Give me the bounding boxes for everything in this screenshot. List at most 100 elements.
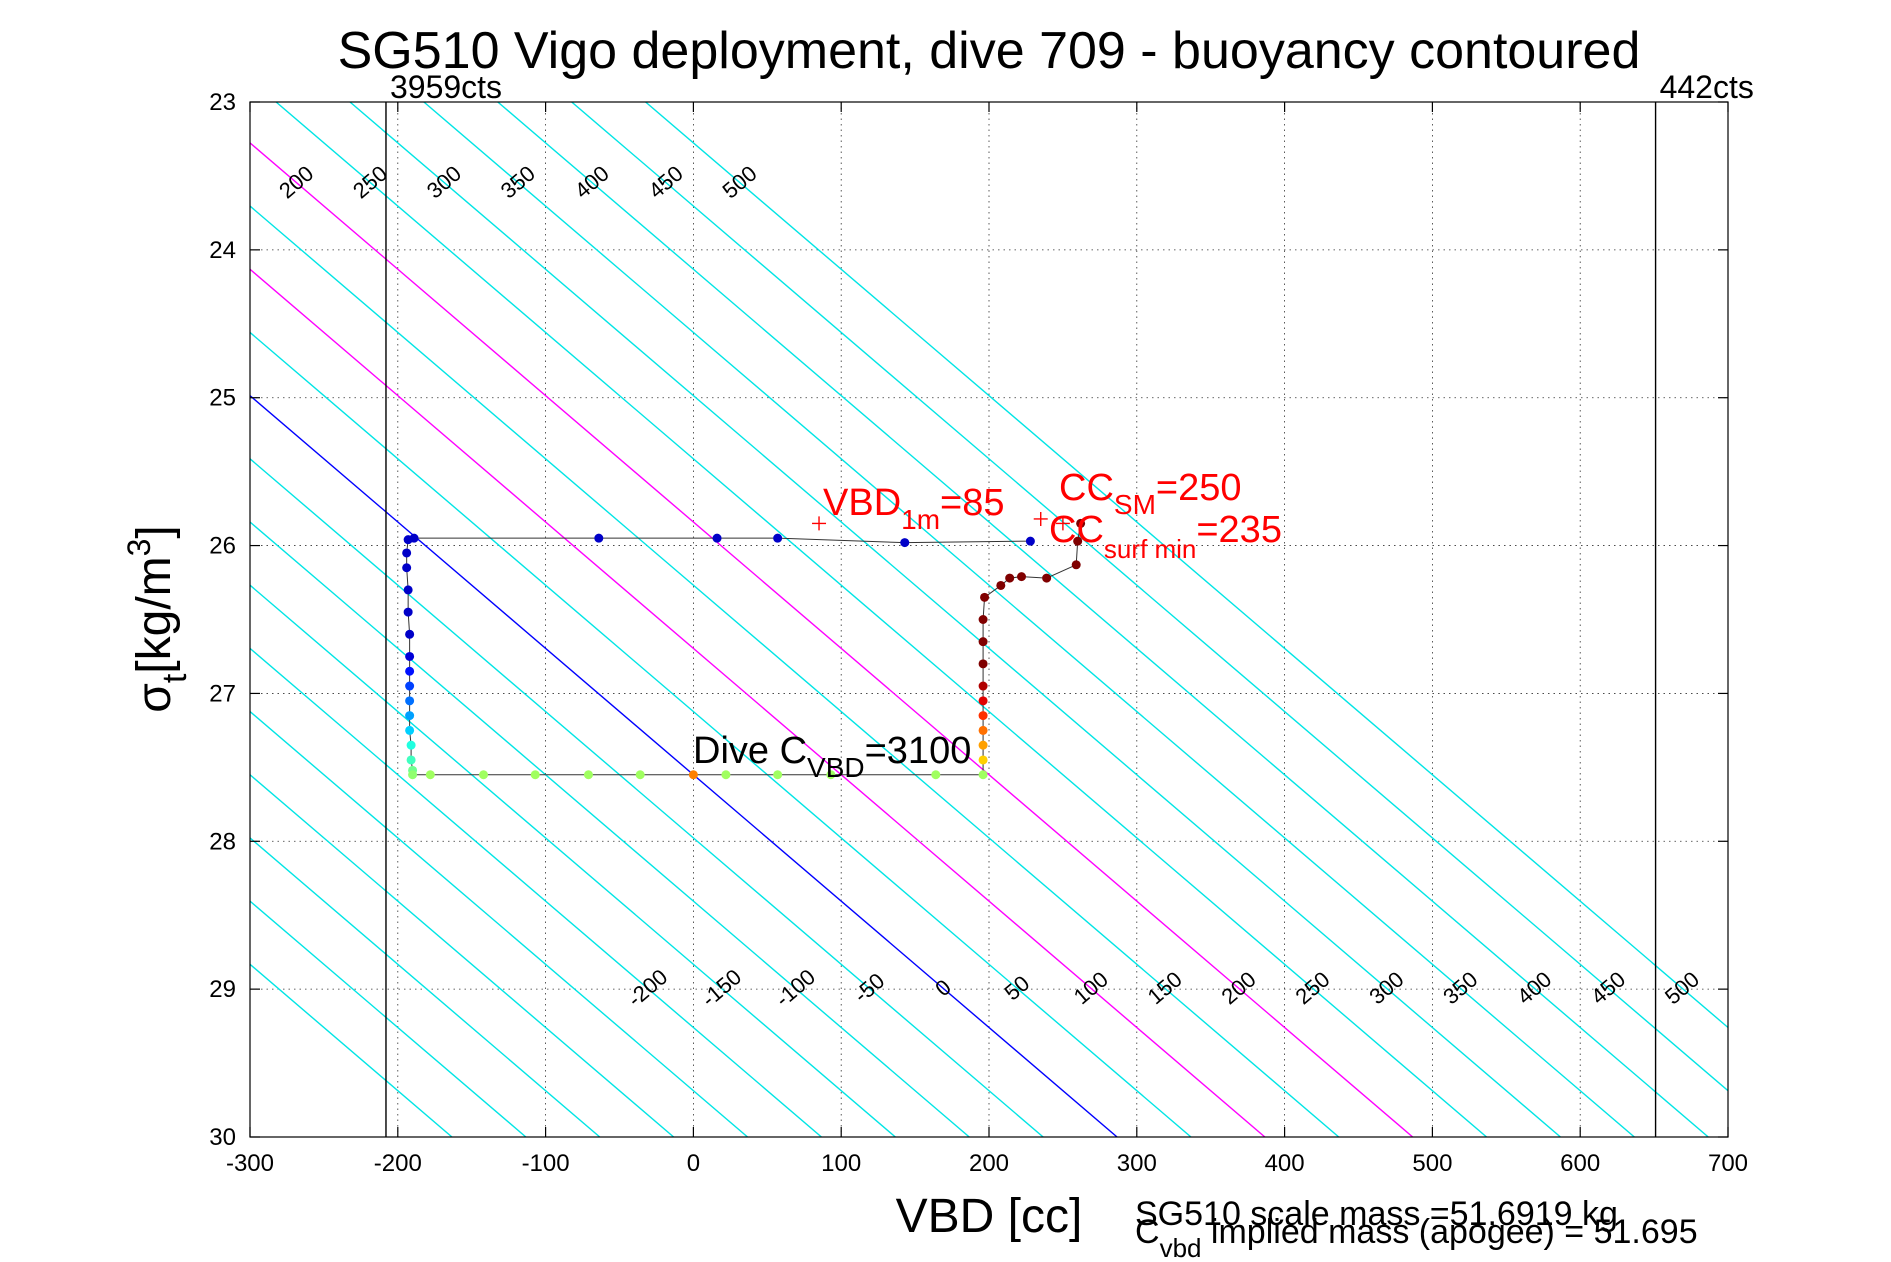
- x-tick-label: 300: [1117, 1150, 1157, 1177]
- x-tick-label: -100: [522, 1150, 570, 1177]
- y-axis-label: σt[kg/m3]: [121, 525, 194, 713]
- annotation-marker: [1033, 511, 1048, 526]
- track-point: [403, 607, 413, 617]
- contour-line: [250, 141, 1414, 1137]
- contour-line: [250, 647, 822, 1137]
- contour-line: [571, 102, 1728, 1092]
- track-point: [405, 711, 415, 721]
- contour-label: 400: [1512, 966, 1556, 1009]
- vbd-limit-label: 442cts: [1660, 69, 1754, 105]
- track-point: [583, 770, 593, 780]
- contour-label: 200: [1217, 966, 1261, 1009]
- contour-label: -100: [770, 964, 820, 1012]
- contour-line: [250, 710, 749, 1137]
- contour-label: 500: [718, 161, 762, 204]
- contour-label: 100: [1069, 966, 1113, 1009]
- track-point: [406, 740, 416, 750]
- contour-label: 500: [1660, 966, 1704, 1009]
- contour-label: 400: [570, 161, 614, 204]
- contour-label: 350: [496, 161, 540, 204]
- x-axis-label: VBD [cc]: [896, 1190, 1083, 1243]
- cvbd-implied-mass-text: Cvbd implied mass (apogee) = 51.695: [1135, 1213, 1698, 1262]
- contour-line: [250, 331, 1192, 1137]
- contour-label: -150: [696, 964, 746, 1012]
- x-tick-label: -300: [226, 1150, 274, 1177]
- track-point: [773, 533, 783, 543]
- contour-line: [497, 102, 1709, 1137]
- track-point: [688, 770, 698, 780]
- contour-label: 200: [274, 161, 318, 204]
- x-tick-label: 500: [1412, 1150, 1452, 1177]
- contour-line: [250, 205, 1340, 1137]
- track-point: [1076, 518, 1086, 528]
- track-point: [826, 770, 836, 780]
- x-tick-label: 400: [1265, 1150, 1305, 1177]
- x-tick-label: -200: [374, 1150, 422, 1177]
- contour-label: -200: [623, 964, 673, 1012]
- contour-label: 300: [1364, 966, 1408, 1009]
- contour-label: 450: [1586, 966, 1630, 1009]
- vbd1m-annotation: VBD1m=85: [823, 482, 1005, 535]
- track-point: [1017, 572, 1027, 582]
- contour-line: [250, 457, 1044, 1137]
- y-tick-label: 27: [209, 680, 236, 707]
- track-point: [978, 711, 988, 721]
- track-point: [408, 770, 418, 780]
- cc-sm-annotation: CCSM=250: [1059, 467, 1241, 520]
- contour-line: [250, 773, 675, 1137]
- track-point: [594, 533, 604, 543]
- track-point: [405, 629, 415, 639]
- track-point: [900, 538, 910, 548]
- track-point: [403, 535, 413, 545]
- contour-line: [250, 837, 601, 1137]
- contour-line: [275, 102, 1488, 1137]
- annotation-marker: [1055, 516, 1070, 531]
- track-point: [1042, 573, 1052, 583]
- x-axis: -300 -200 -100 0 100 200 300 400 500 600 700: [226, 102, 1748, 1177]
- track-point: [978, 659, 988, 669]
- scale-mass-text: SG510 scale mass =51.6919 kg: [1135, 1195, 1618, 1233]
- x-tick-label: 700: [1708, 1150, 1748, 1177]
- x-tick-label: 200: [969, 1150, 1009, 1177]
- contour-line: [349, 102, 1561, 1137]
- track-point: [978, 725, 988, 735]
- track-point: [479, 770, 489, 780]
- track-point: [978, 681, 988, 691]
- track-point: [402, 563, 412, 573]
- x-tick-label: 600: [1560, 1150, 1600, 1177]
- x-tick-label: 100: [821, 1150, 861, 1177]
- contour-line: [250, 900, 527, 1137]
- track-point: [978, 615, 988, 624]
- contour-line: [250, 268, 1266, 1137]
- contour-label: 150: [1143, 966, 1187, 1009]
- track-point: [931, 770, 941, 780]
- track-point: [978, 755, 988, 765]
- track-point: [406, 755, 416, 765]
- y-tick-label: 26: [209, 533, 236, 560]
- track-point: [403, 585, 413, 595]
- contour-label: 250: [1290, 966, 1334, 1009]
- buoyancy-contours: [250, 102, 1728, 1137]
- y-tick-label: 24: [209, 237, 236, 264]
- contour-label: 0: [930, 974, 956, 1001]
- track-point: [978, 740, 988, 750]
- annotation-marker: [812, 516, 827, 531]
- x-tick-label: 0: [687, 1150, 700, 1177]
- track-point: [978, 770, 988, 780]
- track-point: [721, 770, 731, 780]
- track-point: [402, 548, 412, 558]
- dive-track: [402, 511, 1086, 780]
- track-point: [405, 651, 415, 661]
- track-point: [773, 770, 783, 780]
- track-point: [1071, 560, 1081, 570]
- contour-line: [250, 521, 970, 1137]
- dive-cvbd-annotation: Dive CVBD=3100: [693, 730, 971, 783]
- y-axis: 23 24 25 26 27 28 29 30: [209, 89, 1728, 1151]
- contour-label: 350: [1438, 966, 1482, 1009]
- cc-surf-min-annotation: CCsurf min=235: [1049, 509, 1282, 564]
- track-point: [405, 666, 415, 676]
- contour-line: [250, 394, 1118, 1137]
- chart-title: SG510 Vigo deployment, dive 709 - buoyan…: [338, 22, 1641, 80]
- y-tick-label: 29: [209, 976, 236, 1003]
